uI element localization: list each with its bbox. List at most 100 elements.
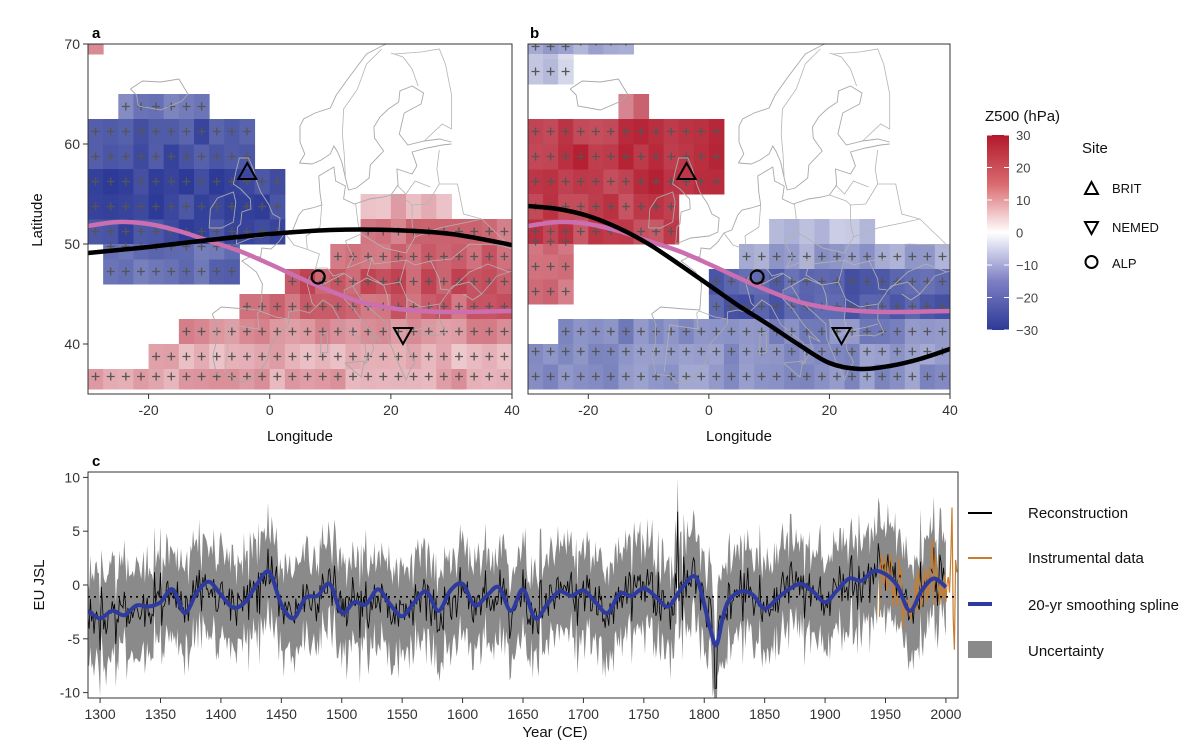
country-border <box>780 48 821 179</box>
significance-plus <box>938 277 947 286</box>
significance-plus <box>637 347 646 356</box>
x-tick-label: 0 <box>266 402 274 418</box>
significance-plus <box>848 277 857 286</box>
country-border <box>347 257 450 291</box>
significance-plus <box>303 372 312 381</box>
significance-plus <box>394 372 403 381</box>
significance-plus <box>470 277 479 286</box>
significance-plus <box>258 352 267 361</box>
significance-plus <box>832 277 841 286</box>
significance-plus <box>273 302 282 311</box>
country-border <box>390 194 413 206</box>
significance-plus <box>606 372 615 381</box>
black-curve <box>88 227 512 256</box>
significance-plus <box>273 352 282 361</box>
significance-plus <box>772 252 781 261</box>
country-border <box>832 48 891 142</box>
significance-plus <box>546 127 555 136</box>
significance-plus <box>712 152 721 161</box>
significance-plus <box>787 277 796 286</box>
significance-plus <box>243 372 251 381</box>
significance-plus <box>757 302 766 311</box>
pink-curve <box>528 219 950 315</box>
significance-plus <box>152 352 161 361</box>
significance-plus <box>212 227 221 236</box>
significance-plus <box>455 352 463 361</box>
significance-plus <box>576 202 585 211</box>
significance-plus <box>167 372 176 381</box>
x-tick-label: 1550 <box>387 706 418 722</box>
z500-colorbar <box>987 135 1009 330</box>
significance-plus <box>212 327 221 336</box>
heatmap-cell <box>603 44 619 55</box>
significance-plus <box>288 302 297 311</box>
heatmap-cell <box>360 194 377 220</box>
significance-plus <box>893 347 902 356</box>
significance-plus <box>500 372 509 381</box>
site-brit-marker <box>236 160 259 180</box>
significance-plus <box>182 102 191 111</box>
significance-plus <box>424 252 433 261</box>
x-tick-label: 1600 <box>447 706 478 722</box>
significance-plus <box>152 127 161 136</box>
panel-a-map: -20 0 20 40 40 50 60 70 a Longitude Latitude <box>29 25 520 445</box>
significance-plus <box>787 372 796 381</box>
country-border <box>390 318 409 339</box>
heatmap-cell <box>618 44 634 55</box>
significance-plus <box>152 227 161 236</box>
significance-plus <box>832 372 841 381</box>
panel-c-xlabel: Year (CE) <box>522 724 587 741</box>
significance-plus <box>212 127 221 136</box>
significance-plus <box>106 177 115 186</box>
significance-plus <box>470 372 479 381</box>
panel-b-curves <box>528 203 950 372</box>
heatmap-cell <box>375 194 392 220</box>
significance-plus <box>742 252 751 261</box>
significance-plus <box>91 127 100 136</box>
significance-plus <box>697 327 706 336</box>
significance-plus <box>561 372 570 381</box>
uncertainty-band <box>88 477 946 698</box>
significance-plus <box>364 372 373 381</box>
significance-plus <box>137 152 145 161</box>
significance-plus <box>531 262 540 271</box>
significance-plus <box>531 287 540 296</box>
panel-b-label: b <box>530 25 539 42</box>
country-border <box>699 310 727 320</box>
significance-plus <box>182 352 191 361</box>
y-tick-label: 50 <box>64 236 80 252</box>
significance-plus <box>303 352 312 361</box>
significance-plus <box>288 372 297 381</box>
significance-plus <box>848 372 857 381</box>
significance-plus <box>137 177 145 186</box>
significance-plus <box>727 327 736 336</box>
significance-plus <box>288 352 297 361</box>
country-border <box>663 310 700 373</box>
significance-plus <box>637 327 646 336</box>
significance-plus <box>318 327 327 336</box>
significance-plus <box>500 327 509 336</box>
significance-plus <box>394 277 403 286</box>
significance-plus <box>152 152 161 161</box>
heatmap-cell <box>406 194 422 220</box>
significance-plus <box>546 237 555 246</box>
significance-plus <box>772 372 781 381</box>
site-alp-marker <box>310 269 326 285</box>
panel-a-axes: -20 0 20 40 40 50 60 70 <box>64 36 520 418</box>
significance-plus <box>576 327 585 336</box>
significance-plus <box>500 227 509 236</box>
significance-plus <box>561 177 570 186</box>
significance-plus <box>938 372 947 381</box>
significance-plus <box>712 327 721 336</box>
heatmap-cell <box>436 194 452 220</box>
significance-plus <box>227 152 236 161</box>
significance-plus <box>591 327 600 336</box>
significance-plus <box>91 227 100 236</box>
significance-plus <box>772 277 781 286</box>
significance-plus <box>333 372 342 381</box>
heatmap-cell <box>799 219 815 245</box>
country-border <box>315 267 353 280</box>
significance-plus <box>667 127 676 136</box>
country-border <box>791 277 828 310</box>
colorbar-tick-label: 20 <box>1016 161 1030 176</box>
